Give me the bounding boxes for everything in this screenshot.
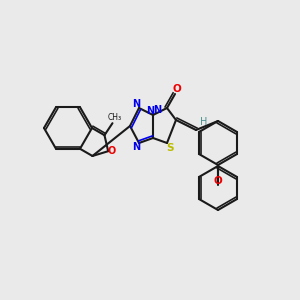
Text: N: N: [132, 99, 140, 109]
Text: H: H: [200, 117, 208, 127]
Text: N: N: [153, 105, 161, 115]
Text: S: S: [166, 143, 174, 153]
Text: CH₃: CH₃: [107, 113, 122, 122]
Text: O: O: [172, 84, 182, 94]
Text: O: O: [214, 176, 222, 186]
Text: N: N: [146, 106, 154, 116]
Text: N: N: [132, 142, 140, 152]
Text: O: O: [107, 146, 115, 156]
